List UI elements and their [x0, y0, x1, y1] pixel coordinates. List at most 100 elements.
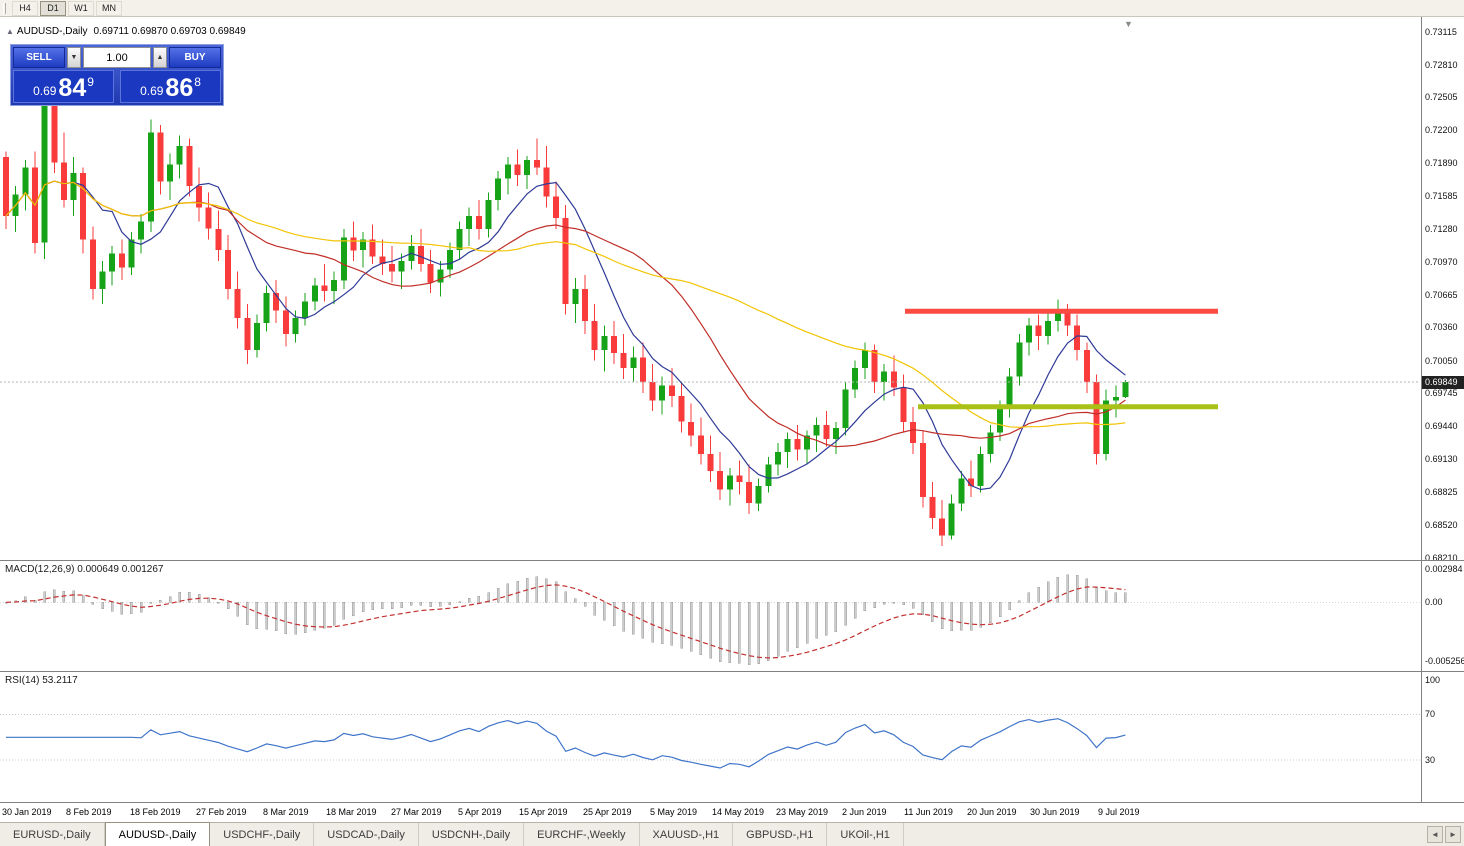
tab-scroll-controls: ◄ ► [1427, 826, 1461, 843]
date-label: 14 May 2019 [712, 807, 765, 817]
date-label: 27 Mar 2019 [391, 807, 442, 817]
date-label: 25 Apr 2019 [583, 807, 632, 817]
price-axis-label: 0.73115 [1425, 27, 1457, 37]
sell-price-big-digits: 84 [58, 74, 87, 102]
sell-price-display[interactable]: 0.69 84 9 [13, 70, 114, 103]
axis-pane-separator [1422, 802, 1464, 803]
buy-price-display[interactable]: 0.69 86 8 [120, 70, 221, 103]
price-axis-label: 0.71280 [1425, 223, 1458, 234]
price-axis-label: 0.68210 [1425, 552, 1458, 563]
timeframe-button-w1[interactable]: W1 [68, 0, 94, 16]
sell-price-prefix: 0.69 [33, 84, 57, 98]
trade-controls-row: SELL ▼ ▲ BUY [13, 47, 221, 68]
macd-signal-line [5, 584, 1126, 659]
tab-scroll-left-button[interactable]: ◄ [1427, 826, 1443, 843]
macd-indicator-pane[interactable]: MACD(12,26,9) 0.000649 0.001267 [0, 561, 1421, 672]
date-axis[interactable]: 30 Jan 2019 8 Feb 2019 18 Feb 2019 27 Feb 2… [0, 803, 1421, 821]
date-label: 8 Mar 2019 [263, 807, 309, 817]
rsi-axis-label: 70 [1425, 709, 1436, 720]
date-label: 23 May 2019 [776, 807, 829, 817]
chart-tab-eurusd-daily[interactable]: EURUSD-,Daily [0, 823, 105, 846]
chart-symbol-label: AUDUSD-,Daily [16, 26, 88, 37]
main-chart-pane[interactable]: ▲ AUDUSD-,Daily 0.69711 0.69870 0.69703 0.… [0, 17, 1421, 561]
tab-scroll-right-button[interactable]: ► [1445, 826, 1461, 843]
toolbar-drag-grip[interactable] [3, 2, 6, 14]
price-axis-label: 0.72505 [1425, 92, 1458, 103]
chart-title: ▲ AUDUSD-,Daily 0.69711 0.69870 0.69703 0.… [6, 26, 246, 37]
price-axis-label: 0.69440 [1425, 421, 1458, 432]
chart-ohlc-values: 0.69711 0.69870 0.69703 0.69849 [93, 26, 246, 37]
rsi-line [6, 718, 1126, 769]
ma-slow-yellow-line [5, 180, 1126, 428]
chart-tab-usdcnh-daily[interactable]: USDCNH-,Daily [419, 823, 525, 846]
sell-price-pipette: 9 [87, 75, 94, 89]
rsi-chart-canvas[interactable] [0, 672, 1420, 802]
timeframe-button-mn[interactable]: MN [96, 0, 122, 16]
date-label: 27 Feb 2019 [196, 807, 247, 817]
ma-fast-blue-line [5, 180, 1126, 491]
date-label: 8 Feb 2019 [66, 807, 112, 817]
rsi-label: RSI(14) 53.2117 [5, 675, 78, 686]
price-axis-label: 0.71585 [1425, 191, 1458, 202]
macd-axis-label: -0.005256 [1425, 656, 1464, 666]
macd-axis-label: 0.00 [1425, 597, 1443, 608]
macd-histogram [4, 574, 1127, 665]
chart-tab-xauusd-h1[interactable]: XAUUSD-,H1 [640, 823, 734, 846]
date-label: 5 May 2019 [650, 807, 698, 817]
candlesticks [3, 95, 1129, 547]
sell-button[interactable]: SELL [13, 47, 65, 68]
collapse-trade-panel-icon[interactable]: ▲ [6, 27, 14, 36]
price-axis-label: 0.70050 [1425, 355, 1458, 366]
timeframe-toolbar: H4 D1 W1 MN [0, 0, 1464, 17]
chart-tab-ukoil-h1[interactable]: UKOil-,H1 [827, 823, 904, 846]
macd-label: MACD(12,26,9) 0.000649 0.001267 [5, 564, 164, 575]
rsi-indicator-pane[interactable]: RSI(14) 53.2117 [0, 672, 1421, 803]
date-label: 2 Jun 2019 [842, 807, 887, 817]
chart-tab-usdcad-daily[interactable]: USDCAD-,Daily [314, 823, 419, 846]
buy-price-big-digits: 86 [165, 74, 194, 102]
candlestick-chart-canvas[interactable] [0, 17, 1420, 560]
timeframe-button-h4[interactable]: H4 [12, 0, 38, 16]
price-axis-label: 0.70360 [1425, 322, 1458, 333]
rsi-axis-label: 30 [1425, 755, 1436, 766]
chart-tabs-group: EURUSD-,Daily AUDUSD-,Daily USDCHF-,Daily U… [0, 822, 904, 846]
chart-tab-usdchf-daily[interactable]: USDCHF-,Daily [210, 823, 315, 846]
axis-pane-separator [1422, 560, 1464, 561]
chart-tab-gbpusd-h1[interactable]: GBPUSD-,H1 [733, 823, 828, 846]
date-label: 30 Jun 2019 [1030, 807, 1080, 817]
rsi-axis-label: 100 [1425, 675, 1441, 685]
axis-pane-separator [1422, 671, 1464, 672]
chart-shift-marker-icon[interactable]: ▼ [1124, 19, 1133, 29]
date-label: 18 Feb 2019 [130, 807, 181, 817]
date-label: 15 Apr 2019 [519, 807, 568, 817]
date-label: 30 Jan 2019 [2, 807, 52, 817]
price-axis-label: 0.70665 [1425, 289, 1458, 300]
chart-window: ▲ AUDUSD-,Daily 0.69711 0.69870 0.69703 0.… [0, 17, 1464, 821]
timeframe-button-d1[interactable]: D1 [40, 0, 66, 16]
price-axis-label: 0.71890 [1425, 158, 1458, 169]
macd-axis-label: 0.002984 [1425, 564, 1463, 574]
volume-decrease-button[interactable]: ▼ [67, 47, 81, 68]
chart-tab-eurchf-weekly[interactable]: EURCHF-,Weekly [524, 823, 640, 846]
buy-price-prefix: 0.69 [140, 84, 164, 98]
price-axis-label: 0.70970 [1425, 257, 1458, 267]
price-axis-label: 0.68825 [1425, 487, 1458, 498]
macd-chart-canvas[interactable] [0, 561, 1420, 671]
trade-prices-row: 0.69 84 9 0.69 86 8 [13, 70, 221, 103]
date-label: 18 Mar 2019 [326, 807, 377, 817]
date-label: 5 Apr 2019 [458, 807, 502, 817]
volume-input[interactable] [83, 47, 151, 68]
buy-price-pipette: 8 [194, 75, 201, 89]
date-label: 11 Jun 2019 [904, 807, 953, 817]
price-axis-label: 0.72200 [1425, 125, 1458, 136]
current-price-tag: 0.69849 [1422, 376, 1464, 389]
timeframe-buttons-group: H4 D1 W1 MN [12, 0, 122, 16]
chart-tab-audusd-daily[interactable]: AUDUSD-,Daily [104, 822, 211, 846]
date-label: 9 Jul 2019 [1098, 807, 1140, 817]
date-label: 20 Jun 2019 [967, 807, 1017, 817]
buy-button[interactable]: BUY [169, 47, 221, 68]
volume-increase-button[interactable]: ▲ [153, 47, 167, 68]
price-axis[interactable]: 0.69849 0.73115 0.72810 0.72505 0.72200 0.71… [1421, 17, 1464, 803]
